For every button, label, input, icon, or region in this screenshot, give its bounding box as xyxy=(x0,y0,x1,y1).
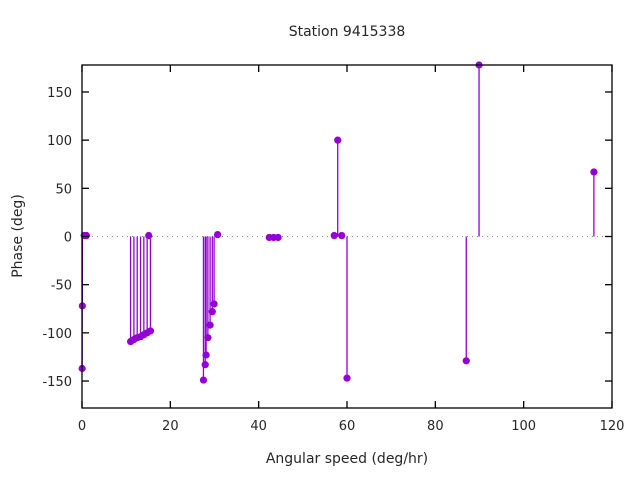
data-point xyxy=(206,321,214,329)
y-tick-label: 150 xyxy=(47,86,72,101)
data-point xyxy=(82,231,91,240)
data-point xyxy=(210,300,218,308)
data-point xyxy=(338,231,346,240)
y-tick-label: 50 xyxy=(55,182,72,197)
tick-labels: 0 20 40 60 80 100 120 -150 -100 -50 0 50 100 150 xyxy=(42,86,624,434)
x-tick-label: 80 xyxy=(427,419,444,434)
plot-axes xyxy=(81,64,613,409)
y-tick-label: -50 xyxy=(51,279,72,294)
x-tick-label: 20 xyxy=(162,419,179,434)
data-point xyxy=(213,230,222,239)
x-tick-label: 100 xyxy=(511,419,536,434)
x-tick-label: 40 xyxy=(250,419,267,434)
x-tick-label: 60 xyxy=(339,419,356,434)
data-point xyxy=(204,334,212,342)
data-point xyxy=(334,136,342,144)
data-point xyxy=(199,376,208,384)
x-tick-label: 120 xyxy=(600,419,625,434)
y-tick-label: 100 xyxy=(47,134,72,149)
y-tick-label: -100 xyxy=(42,327,72,342)
y-tick-label: -150 xyxy=(42,375,72,390)
data-point xyxy=(274,233,282,242)
chart-title: Station 9415338 xyxy=(289,24,406,40)
data-point xyxy=(330,231,338,240)
y-tick-label: 0 xyxy=(64,231,72,246)
data-point xyxy=(462,357,470,365)
data-point xyxy=(343,374,351,382)
data-point xyxy=(145,231,153,240)
data-series xyxy=(78,61,598,384)
x-axis-label: Angular speed (deg/hr) xyxy=(266,451,428,467)
data-point xyxy=(202,351,210,359)
y-axis-label: Phase (deg) xyxy=(10,194,26,278)
data-point xyxy=(208,308,216,316)
x-tick-label: 0 xyxy=(78,419,86,434)
data-point xyxy=(146,327,155,335)
data-point xyxy=(590,168,598,176)
data-point xyxy=(201,361,209,369)
